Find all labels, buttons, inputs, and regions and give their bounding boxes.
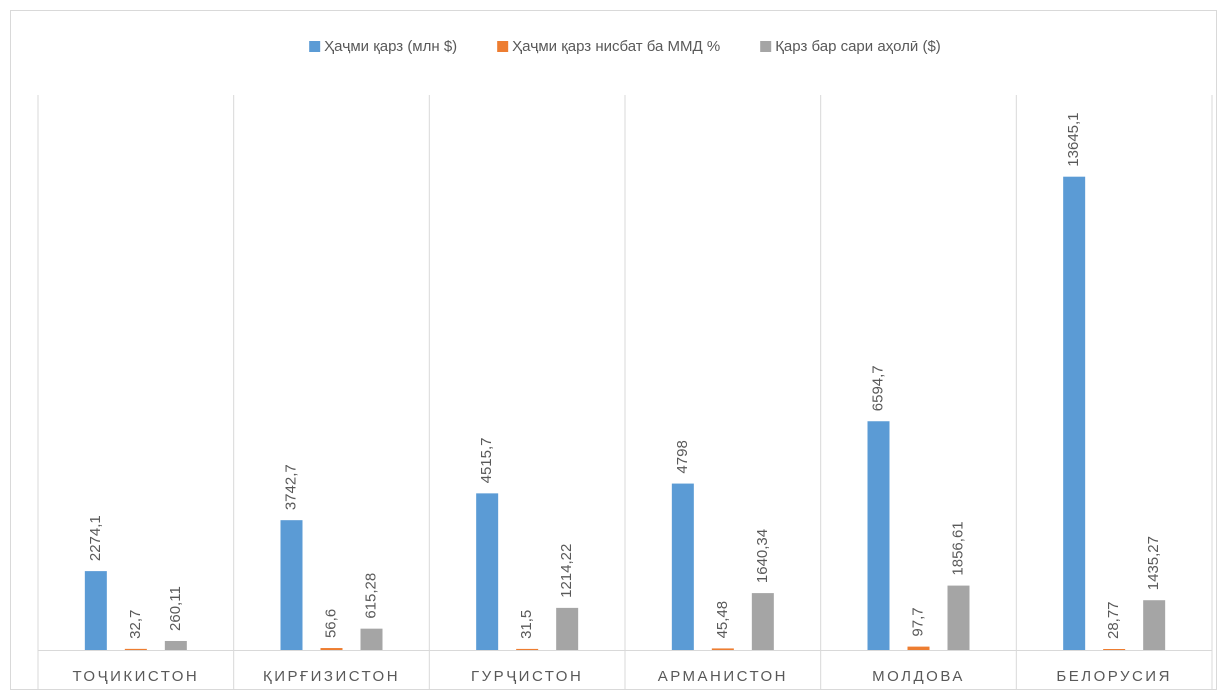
data-label: 97,7 [909, 607, 926, 636]
legend-label: Ҳаҷми қарз (млн $) [324, 38, 457, 55]
x-tick-label: ҚИРҒИЗИСТОН [263, 668, 400, 685]
bar [280, 520, 303, 650]
bar [1143, 600, 1166, 650]
bar [671, 483, 694, 650]
data-label: 615,28 [362, 573, 379, 619]
bar [751, 593, 774, 650]
data-label: 28,77 [1105, 601, 1122, 639]
data-label: 4515,7 [478, 437, 495, 483]
data-label: 31,5 [518, 610, 535, 639]
data-label: 2274,1 [87, 515, 104, 561]
bar [320, 648, 343, 650]
data-label: 13645,1 [1065, 112, 1082, 166]
legend-swatch [760, 41, 772, 52]
bar [516, 648, 539, 650]
bar [84, 571, 107, 650]
data-label: 32,7 [127, 610, 144, 639]
bar [1103, 649, 1126, 650]
bar [947, 585, 970, 650]
data-label: 260,11 [167, 586, 184, 631]
bar [1063, 176, 1086, 650]
bar [556, 607, 579, 650]
x-tick-label: ТОҶИКИСТОН [72, 668, 199, 685]
data-label: 6594,7 [869, 365, 886, 411]
chart-border [10, 10, 1217, 690]
x-tick-label: МОЛДОВА [872, 668, 965, 685]
bar [164, 640, 187, 650]
data-label: 56,6 [322, 609, 339, 638]
x-tick-label: АРМАНИСТОН [658, 668, 788, 685]
x-tick-label: БЕЛОРУСИЯ [1056, 668, 1172, 685]
legend-label: Ҳаҷми қарз нисбат ба ММД % [512, 38, 720, 55]
data-label: 4798 [674, 440, 691, 473]
bar [907, 646, 930, 650]
legend-label: Қарз бар сари аҳолӣ ($) [775, 38, 941, 55]
data-label: 1214,22 [558, 544, 575, 598]
data-label: 1640,34 [754, 529, 771, 583]
bar [360, 628, 383, 650]
bar [867, 421, 890, 650]
x-tick-label: ГУРҶИСТОН [471, 668, 583, 685]
data-label: 3742,7 [282, 464, 299, 510]
data-label: 1856,61 [949, 521, 966, 575]
data-label: 1435,27 [1145, 536, 1162, 590]
bar [124, 648, 147, 650]
bar [711, 648, 734, 650]
bar [476, 493, 499, 650]
legend-swatch [309, 41, 321, 52]
legend-swatch [497, 41, 509, 52]
data-label: 45,48 [714, 601, 731, 639]
